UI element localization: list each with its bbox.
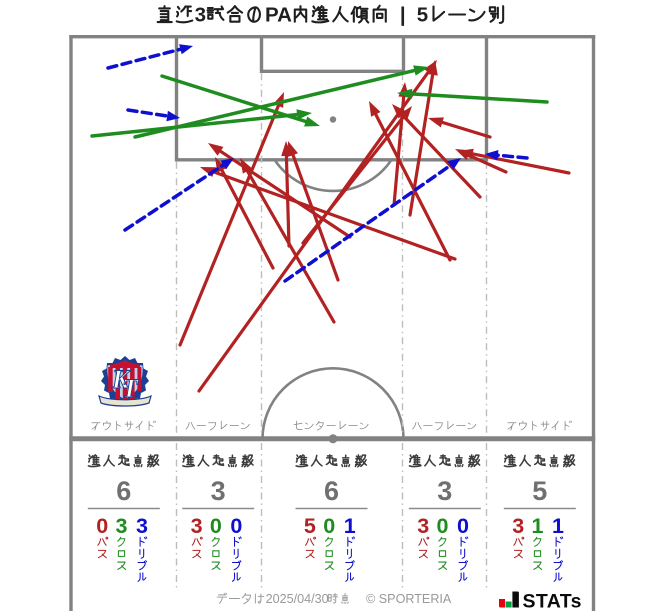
svg-text:1: 1 (552, 514, 564, 538)
svg-text:6: 6 (324, 476, 339, 506)
svg-text:0: 0 (457, 514, 469, 538)
svg-text:3: 3 (417, 514, 429, 538)
svg-text:5: 5 (304, 514, 316, 538)
svg-text:3: 3 (191, 514, 203, 538)
svg-text:0: 0 (230, 514, 242, 538)
svg-text:K: K (111, 365, 131, 394)
svg-text:5: 5 (532, 476, 547, 506)
svg-text:|: | (400, 3, 406, 26)
svg-text:3: 3 (512, 514, 524, 538)
svg-text:3: 3 (211, 476, 226, 506)
svg-text:0: 0 (323, 514, 335, 538)
svg-text:3: 3 (195, 3, 206, 26)
svg-text:2025/04/30: 2025/04/30 (266, 592, 329, 606)
svg-text:5: 5 (417, 3, 428, 26)
svg-text:STATs: STATs (523, 591, 582, 611)
svg-text:0: 0 (96, 514, 108, 538)
svg-text:0: 0 (210, 514, 222, 538)
svg-text:PA: PA (265, 3, 292, 26)
svg-text:3: 3 (136, 514, 148, 538)
svg-text:6: 6 (116, 476, 131, 506)
svg-text:3: 3 (437, 476, 452, 506)
svg-text:1: 1 (532, 514, 544, 538)
svg-text:3: 3 (116, 514, 128, 538)
svg-text:0: 0 (437, 514, 449, 538)
svg-text:© SPORTERIA: © SPORTERIA (366, 592, 452, 606)
svg-text:T: T (122, 374, 139, 403)
svg-text:1: 1 (344, 514, 356, 538)
